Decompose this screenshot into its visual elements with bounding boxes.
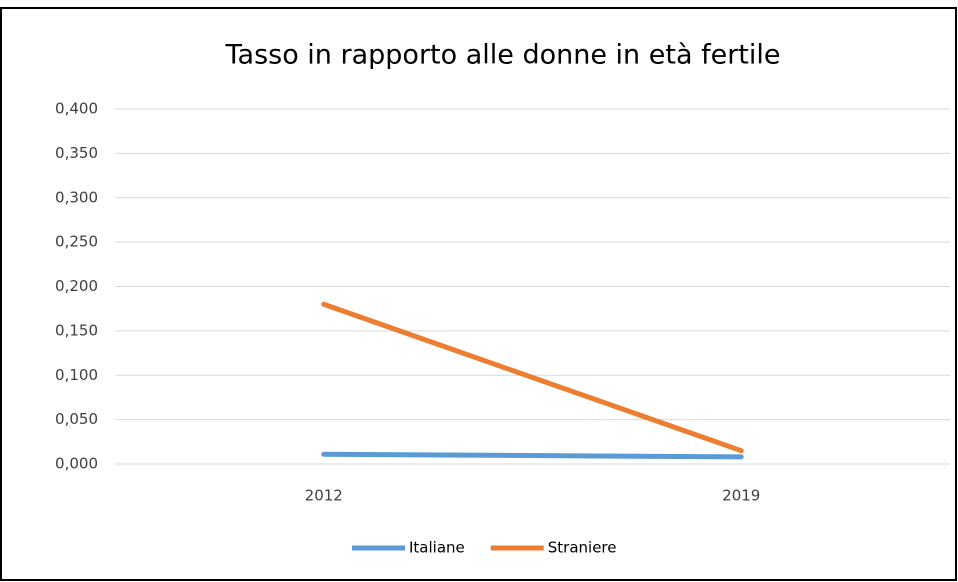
y-tick-label: 0,100 <box>55 366 98 384</box>
y-tick-label: 0,250 <box>55 233 98 251</box>
y-tick-label: 0,050 <box>55 410 98 428</box>
series-line <box>321 301 744 454</box>
x-tick-label: 2012 <box>305 487 343 505</box>
y-tick-label: 0,400 <box>55 100 98 118</box>
chart-title: Tasso in rapporto alle donne in età fert… <box>225 40 781 71</box>
chart-border <box>0 7 957 581</box>
legend-label: Italiane <box>409 539 465 557</box>
legend-label: Straniere <box>548 539 617 557</box>
y-tick-label: 0,200 <box>55 277 98 295</box>
series-line <box>321 451 744 460</box>
x-tick-label: 2019 <box>722 487 760 505</box>
y-tick-label: 0,350 <box>55 144 98 162</box>
y-tick-label: 0,150 <box>55 321 98 339</box>
y-tick-label: 0,000 <box>55 455 98 473</box>
y-tick-label: 0,300 <box>55 188 98 206</box>
